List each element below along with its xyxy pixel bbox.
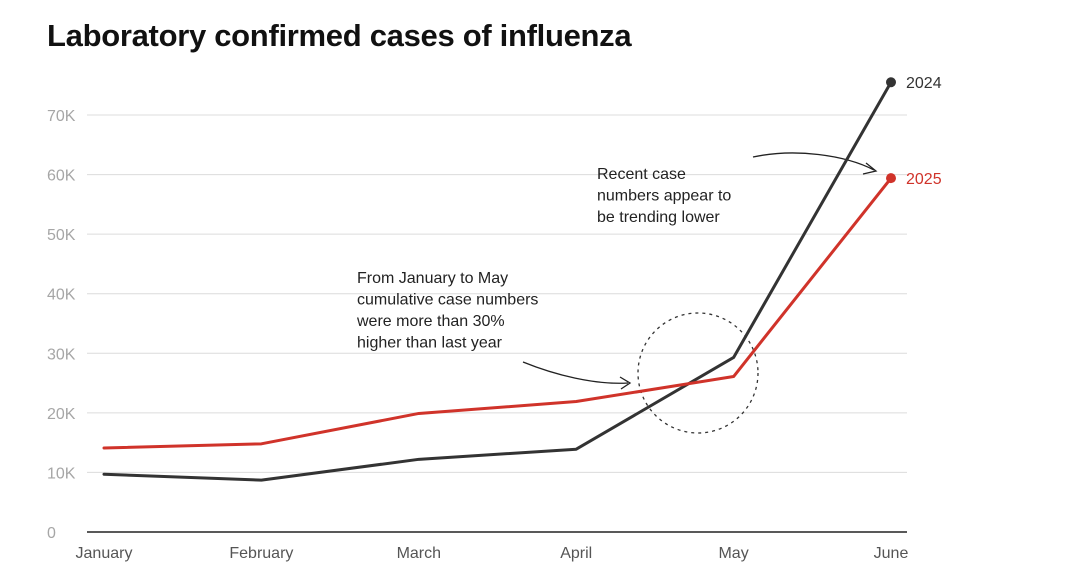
chart-title: Laboratory confirmed cases of influenza [47,18,632,53]
gridlines [87,114,907,473]
y-tick-label: 50K [47,227,76,244]
annotation-line: be trending lower [597,209,720,226]
x-tick-label: June [874,545,909,562]
y-tick-label: 0 [47,525,56,542]
annotation-cumulative: From January to May cumulative case numbe… [356,270,538,352]
y-tick-label: 10K [47,465,76,482]
annotation-line: cumulative case numbers [357,292,538,309]
y-axis-ticks: 0 10K 20K 30K 40K 50K 60K 70K [47,108,76,542]
cumulative-annotation-arrow [522,361,629,384]
annotations: Recent case numbers appear to be trending … [356,166,731,352]
series-label-2024: 2024 [906,75,942,92]
recent-arrow-head [862,162,878,175]
cumulative-arrow-head [619,376,632,390]
annotation-line: higher than last year [357,335,503,352]
series-endpoints [886,77,896,184]
x-tick-label: March [397,545,441,562]
series-line-2025 [102,176,893,450]
series-labels: 2024 2025 [906,75,942,188]
recent-annotation-arrow [752,152,875,171]
y-tick-label: 20K [47,406,76,423]
x-tick-label: May [718,545,748,562]
x-tick-label: February [229,545,293,562]
series-lines [102,80,893,482]
annotation-line: Recent case [597,166,686,183]
y-tick-label: 30K [47,346,76,363]
series-line-2024 [102,80,893,482]
annotation-line: numbers appear to [597,188,731,205]
series-label-2025: 2025 [906,171,942,188]
y-tick-label: 70K [47,108,76,125]
annotation-line: were more than 30% [356,313,505,330]
x-axis-ticks: January February March April May June [76,545,909,562]
y-tick-label: 40K [47,287,76,304]
series-endpoint-2024 [886,77,896,88]
x-tick-label: April [560,545,592,562]
x-tick-label: January [76,545,133,562]
annotation-recent: Recent case numbers appear to be trending … [597,166,731,226]
highlight-dashed-circle [637,312,759,434]
annotation-line: From January to May [357,270,508,287]
y-tick-label: 60K [47,168,76,185]
annotation-decorations [522,152,878,434]
series-endpoint-2025 [886,173,896,184]
